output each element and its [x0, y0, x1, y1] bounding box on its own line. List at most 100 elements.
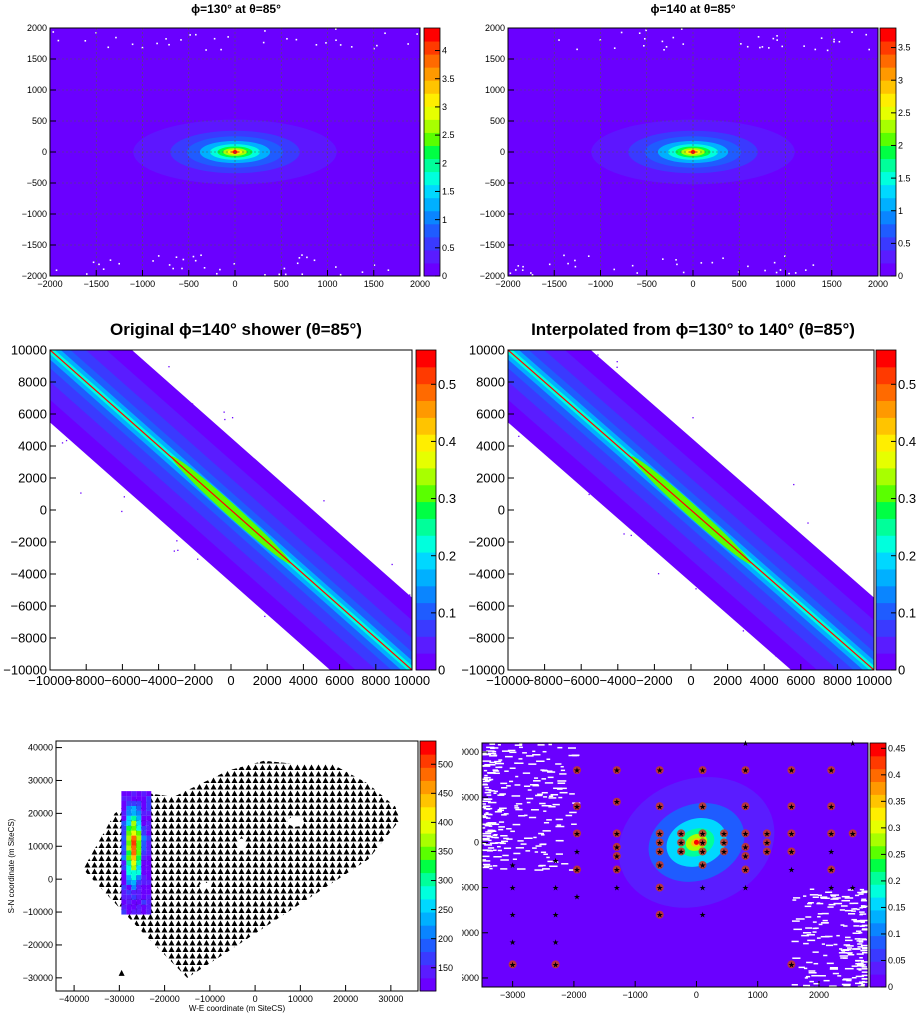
chart-2-xtick-label-3: −500	[637, 279, 657, 289]
chart-4-sample-point	[920, 628, 921, 629]
chart-1-empty-bin	[180, 39, 182, 41]
chart-4-colorbar-bin-10	[876, 484, 896, 503]
chart-6-empty-bin	[493, 856, 502, 858]
chart-2-colorbar-bin-12	[880, 106, 896, 120]
chart-3-ytick-label-5: 0	[40, 503, 47, 518]
chart-6-empty-bin	[489, 761, 497, 764]
chart-2-svg: −2000 −1500 −1000 −500 0 500 1000 1500 2000−2000…	[480, 23, 911, 289]
chart-3-sample-point	[31, 367, 32, 368]
chart-3-colorbar-label-2: 0.2	[438, 548, 456, 563]
chart-4-sample-point	[552, 334, 553, 335]
chart-6-empty-bin	[860, 899, 867, 902]
chart-4-sample-point	[873, 690, 874, 691]
chart-6-empty-bin	[840, 957, 847, 959]
chart-5-ylabel: S-N coordinate (m SiteCS)	[7, 818, 16, 913]
chart-6-empty-bin	[859, 911, 865, 913]
chart-6-hit-station-marker	[572, 829, 581, 838]
chart-6-empty-bin	[515, 847, 524, 849]
chart-6-empty-bin	[812, 921, 817, 923]
chart-6-station-star: ★	[656, 847, 663, 856]
chart-6-empty-bin	[803, 984, 811, 987]
chart-6-empty-bin	[537, 744, 545, 746]
chart-6-empty-bin	[828, 903, 836, 906]
chart-6-empty-bin	[520, 843, 527, 845]
chart-6-station-star: ★	[742, 829, 749, 838]
chart-6-empty-bin	[858, 969, 862, 971]
chart-2-empty-bin	[662, 258, 664, 260]
chart-6-empty-bin	[843, 944, 851, 946]
chart-3-colorbar-bin-3	[416, 602, 436, 620]
chart-6-peak	[693, 839, 699, 845]
chart-2-empty-bin	[679, 275, 681, 278]
chart-2-empty-bin	[631, 264, 634, 267]
chart-6-empty-bin	[547, 860, 553, 863]
chart-6-empty-bin	[543, 853, 548, 855]
chart-3-sample-point	[223, 411, 225, 413]
chart-4-sample-point	[522, 337, 523, 338]
chart-2-empty-bin	[613, 268, 616, 271]
chart-1-empty-bin	[373, 264, 376, 266]
chart-2-empty-bin	[645, 29, 647, 32]
chart-1-empty-bin	[264, 274, 266, 276]
chart-6-empty-bin	[817, 913, 823, 915]
chart-6-empty-bin	[515, 808, 523, 811]
chart-6-empty-bin	[861, 974, 871, 977]
chart-6-empty-bin	[798, 966, 805, 969]
chart-6-empty-bin	[560, 765, 564, 768]
chart-1-empty-bin	[350, 46, 353, 48]
chart-6-station-star: ★	[613, 884, 620, 893]
chart-5-colorbar-bin-8	[420, 872, 436, 887]
chart-1-empty-bin	[168, 264, 171, 266]
chart-5-hit-station	[131, 825, 137, 831]
chart-1-empty-bin	[200, 254, 202, 257]
chart-3-sample-point	[24, 359, 25, 360]
chart-6-empty-bin	[540, 843, 547, 845]
chart-6-empty-bin	[839, 955, 849, 957]
chart-6-hit-station-marker	[827, 766, 836, 775]
chart-3-sample-point	[89, 336, 90, 337]
chart-5-colorbar-bin-16	[420, 767, 436, 781]
chart-3-sample-point	[47, 365, 48, 366]
chart-6-empty-bin	[542, 868, 550, 870]
chart-1-colorbar-bin-4	[424, 210, 440, 225]
chart-4-colorbar-bin-17	[876, 366, 896, 385]
chart-4-colorbar-bin-2	[876, 619, 896, 637]
chart-5-hit-station	[136, 879, 142, 885]
chart-2-empty-bin	[851, 31, 853, 33]
chart-5-hit-station	[121, 879, 127, 885]
chart-3-ytick-label-0: −10000	[3, 663, 47, 678]
chart-3-colorbar-bin-5	[416, 568, 436, 587]
chart-6-hit-station-marker	[762, 829, 771, 838]
chart-2-colorbar-bin-2	[880, 236, 896, 251]
chart-5-colorbar-label-5: 400	[438, 818, 453, 828]
chart-6-station-star: ★	[828, 766, 835, 775]
chart-2-empty-bin	[530, 272, 532, 274]
chart-6-empty-bin	[853, 925, 860, 927]
chart-4-sample-point	[543, 346, 544, 347]
chart-6-empty-bin	[559, 791, 568, 794]
chart-3-colorbar-bin-16	[416, 383, 436, 402]
chart-6-empty-bin	[494, 762, 504, 765]
chart-2-xtick-label-6: 1000	[775, 279, 795, 289]
chart-6-empty-bin	[814, 927, 819, 929]
chart-6-station-star: ★	[656, 884, 663, 893]
chart-5-xtick-label-6: 20000	[333, 994, 358, 1004]
chart-3-sample-point	[168, 366, 170, 368]
chart-6-empty-bin	[812, 896, 819, 899]
chart-6-empty-bin	[861, 971, 870, 973]
chart-6-empty-bin	[483, 776, 491, 779]
chart-1-empty-bin	[283, 267, 286, 270]
chart-6-empty-bin	[518, 758, 523, 760]
chart-3-sample-point	[400, 690, 401, 691]
chart-5-hit-station	[121, 840, 127, 846]
chart-1-empty-bin	[195, 33, 197, 36]
chart-6-empty-bin	[844, 936, 851, 939]
chart-5-hit-station	[146, 865, 152, 871]
chart-6-empty-bin	[547, 771, 556, 773]
chart-6-empty-bin	[807, 939, 816, 942]
chart-6-empty-bin	[793, 928, 802, 931]
chart-6-colorbar-label-7: 0.35	[888, 796, 906, 806]
chart-1-colorbar-bin-16	[424, 54, 440, 68]
chart-4-sample-point	[490, 362, 491, 363]
chart-5-hit-station	[146, 899, 152, 905]
